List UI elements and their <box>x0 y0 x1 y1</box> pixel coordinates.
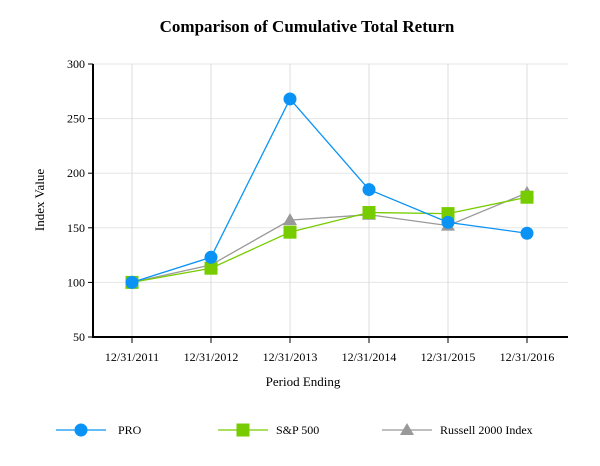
data-point-s-p-500 <box>362 206 376 220</box>
x-axis-label: Period Ending <box>266 374 341 389</box>
data-point-pro <box>441 215 455 229</box>
series-pro <box>125 92 534 289</box>
y-tick-label: 300 <box>67 57 85 71</box>
legend-label: Russell 2000 Index <box>440 423 533 437</box>
y-tick-label: 250 <box>67 112 85 126</box>
legend-label: PRO <box>118 423 142 437</box>
y-axis-label: Index Value <box>32 169 47 231</box>
x-tick-label: 12/31/2013 <box>263 350 318 364</box>
x-tick-label: 12/31/2014 <box>342 350 397 364</box>
legend-marker-pro <box>74 423 88 437</box>
legend-marker-russell-2000-index <box>400 423 414 435</box>
data-point-s-p-500 <box>520 190 534 204</box>
data-point-pro <box>362 183 376 197</box>
data-point-pro <box>283 92 297 106</box>
y-tick-label: 100 <box>67 275 85 289</box>
x-tick-label: 12/31/2016 <box>500 350 555 364</box>
data-point-pro <box>125 275 139 289</box>
data-point-russell-2000-index <box>283 213 297 226</box>
x-tick-label: 12/31/2012 <box>184 350 239 364</box>
x-tick-label: 12/31/2011 <box>105 350 159 364</box>
y-tick-label: 50 <box>73 330 85 344</box>
series-line-pro <box>131 97 528 284</box>
x-tick-label: 12/31/2015 <box>421 350 476 364</box>
series-line-s-p-500 <box>131 196 528 284</box>
data-point-s-p-500 <box>283 225 297 239</box>
legend-item-russell-2000-index: Russell 2000 Index <box>382 423 533 437</box>
data-point-pro <box>204 250 218 264</box>
y-tick-label: 150 <box>67 221 85 235</box>
chart-title: Comparison of Cumulative Total Return <box>160 17 455 36</box>
y-tick-label: 200 <box>67 166 85 180</box>
legend-marker-s-p-500 <box>236 423 250 437</box>
legend-item-s-p-500: S&P 500 <box>218 423 319 437</box>
series-s-p-500 <box>125 190 534 289</box>
legend-label: S&P 500 <box>276 423 319 437</box>
series-line-russell-2000-index <box>131 192 528 284</box>
data-point-s-p-500 <box>204 261 218 275</box>
legend-item-pro: PRO <box>56 423 142 437</box>
data-point-pro <box>520 226 534 240</box>
